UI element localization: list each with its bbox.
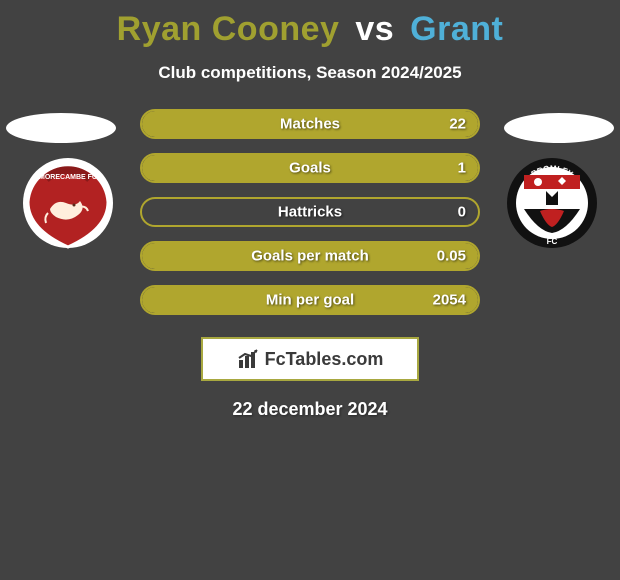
svg-text:FC: FC	[547, 237, 558, 246]
stat-row: Goals per match 0.05	[140, 241, 480, 271]
stat-row: Hattricks 0	[140, 197, 480, 227]
date-text: 22 december 2024	[0, 399, 620, 420]
stat-value-right: 1	[458, 160, 466, 177]
stat-label: Goals per match	[251, 248, 369, 265]
stat-value-right: 2054	[433, 292, 466, 309]
player1-portrait-placeholder	[6, 113, 116, 143]
stats-list: Matches 22 Goals 1 Hattricks 0 Goals per match…	[140, 109, 480, 315]
brand-text: FcTables.com	[265, 349, 384, 370]
stat-row: Goals 1	[140, 153, 480, 183]
stat-value-right: 0	[458, 204, 466, 221]
stat-value-right: 0.05	[437, 248, 466, 265]
club-badge-right-icon: · BROMLEY · FC	[502, 157, 602, 249]
title-vs: vs	[355, 10, 394, 48]
subtitle: Club competitions, Season 2024/2025	[0, 63, 620, 83]
stat-label: Matches	[280, 116, 340, 133]
stat-value-right: 22	[449, 116, 466, 133]
title-player2: Grant	[410, 10, 503, 48]
stat-label: Hattricks	[278, 204, 342, 221]
club-badge-left-icon: MORECAMBE FC	[18, 157, 118, 249]
stat-label: Min per goal	[266, 292, 354, 309]
comparison-panel: MORECAMBE FC · BROMLEY · FC Matches 22 Goa…	[0, 109, 620, 420]
stat-row: Matches 22	[140, 109, 480, 139]
brand-box: FcTables.com	[201, 337, 419, 381]
svg-text:MORECAMBE FC: MORECAMBE FC	[39, 174, 97, 181]
player2-portrait-placeholder	[504, 113, 614, 143]
chart-icon	[237, 348, 261, 370]
title-player1: Ryan Cooney	[117, 10, 340, 48]
stat-label: Goals	[289, 160, 331, 177]
page-title: Ryan Cooney vs Grant	[0, 0, 620, 49]
stat-row: Min per goal 2054	[140, 285, 480, 315]
